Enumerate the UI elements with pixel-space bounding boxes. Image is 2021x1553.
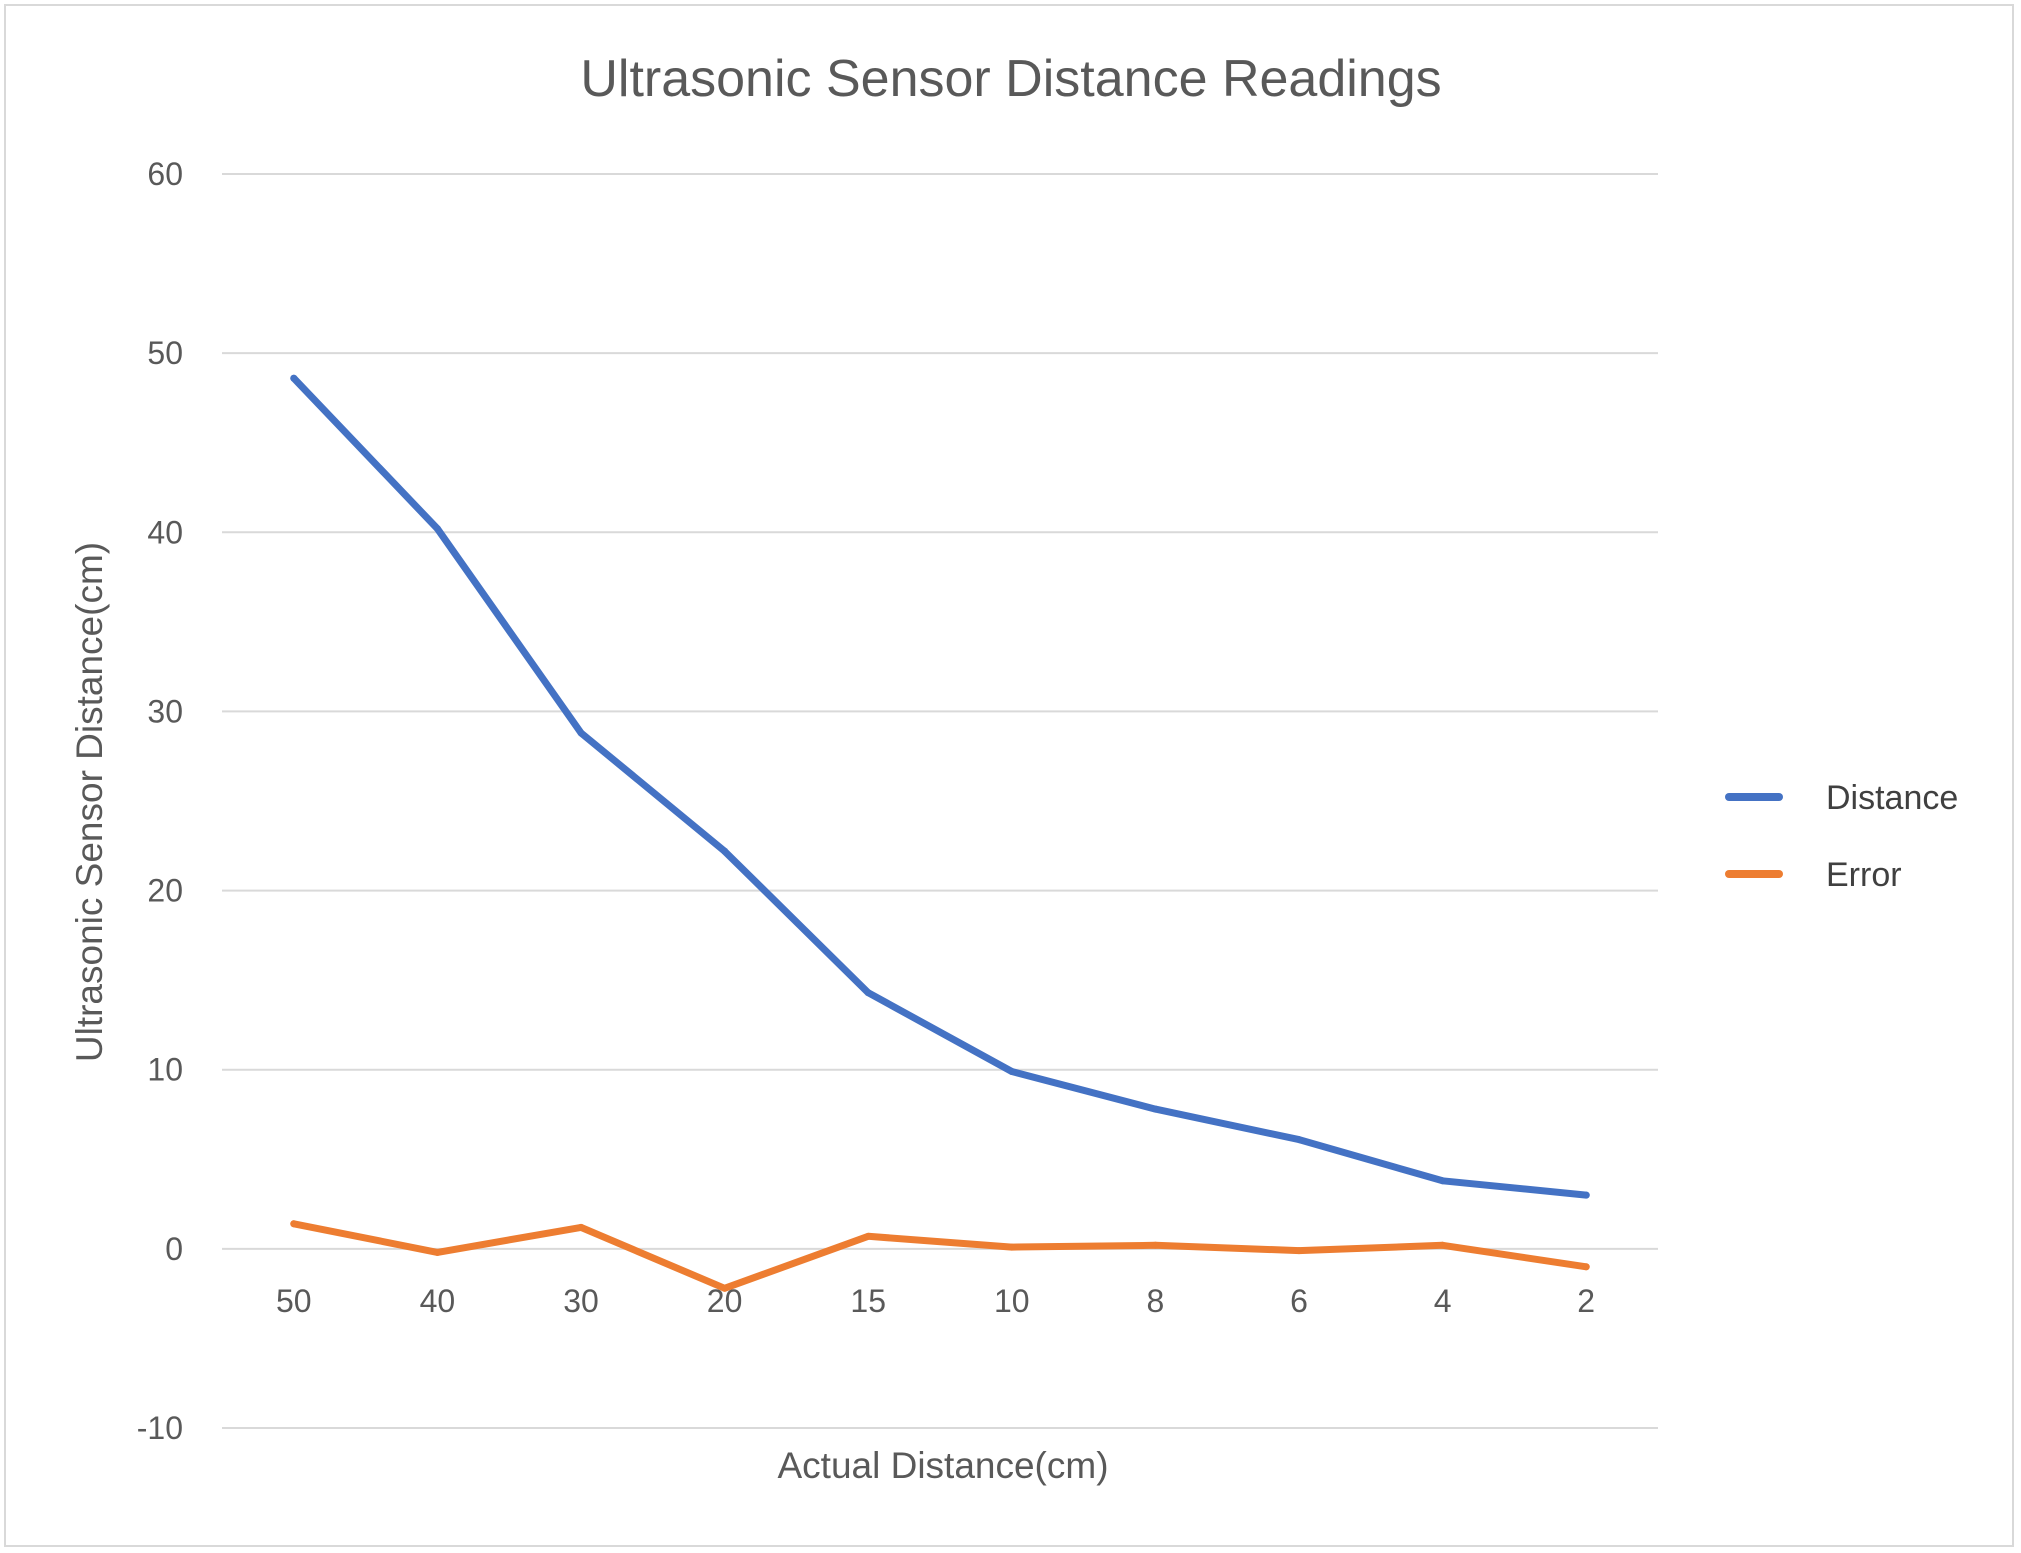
data-point-distance	[1439, 1177, 1447, 1185]
x-tick-label: 2	[1577, 1283, 1595, 1319]
x-tick-label: 6	[1290, 1283, 1308, 1319]
series-lines	[290, 374, 1590, 1292]
data-point-distance	[1295, 1136, 1303, 1144]
x-tick-label: 50	[276, 1283, 312, 1319]
data-point-distance	[290, 374, 298, 382]
y-tick-label: 10	[147, 1052, 183, 1088]
legend: Distance Error	[1725, 779, 1958, 894]
x-tick-label: 40	[420, 1283, 456, 1319]
data-point-error	[1151, 1241, 1159, 1249]
data-point-error	[1439, 1241, 1447, 1249]
data-point-distance	[1008, 1068, 1016, 1076]
x-tick-label: 4	[1434, 1283, 1452, 1319]
data-point-error	[290, 1220, 298, 1228]
y-tick-labels: -10 0 10 20 30 40 50 60	[137, 156, 183, 1446]
data-point-distance	[721, 847, 729, 855]
data-point-error	[433, 1248, 441, 1256]
data-point-distance	[1582, 1191, 1590, 1199]
data-point-error	[1008, 1243, 1016, 1251]
series-line-distance	[290, 374, 1590, 1199]
data-point-error	[1295, 1247, 1303, 1255]
data-point-distance	[864, 989, 872, 997]
data-point-error	[721, 1284, 729, 1292]
x-tick-label: 8	[1147, 1283, 1165, 1319]
x-tick-label: 30	[563, 1283, 599, 1319]
chart-title: Ultrasonic Sensor Distance Readings	[580, 50, 1441, 108]
x-axis-title: Actual Distance(cm)	[777, 1445, 1108, 1486]
legend-label-distance: Distance	[1826, 779, 1958, 817]
data-point-distance	[577, 729, 585, 737]
y-tick-label: 50	[147, 335, 183, 371]
data-point-error	[577, 1223, 585, 1231]
chart-frame	[4, 4, 2014, 1547]
data-point-distance	[433, 525, 441, 533]
y-tick-label: 60	[147, 156, 183, 192]
y-tick-label: 30	[147, 693, 183, 729]
data-point-distance	[1151, 1105, 1159, 1113]
y-tick-label: 0	[165, 1231, 183, 1267]
y-tick-label: 40	[147, 514, 183, 550]
x-tick-labels: 50 40 30 20 15 10 8 6 4 2	[276, 1283, 1595, 1319]
x-tick-label: 10	[994, 1283, 1030, 1319]
y-tick-label: -10	[137, 1410, 183, 1446]
x-tick-label: 15	[850, 1283, 886, 1319]
legend-label-error: Error	[1826, 856, 1902, 894]
data-point-error	[1582, 1263, 1590, 1271]
y-axis-title: Ultrasonic Sensor Distance(cm)	[69, 542, 110, 1062]
series-line-error	[290, 1220, 1590, 1292]
data-point-error	[864, 1232, 872, 1240]
y-tick-label: 20	[147, 873, 183, 909]
